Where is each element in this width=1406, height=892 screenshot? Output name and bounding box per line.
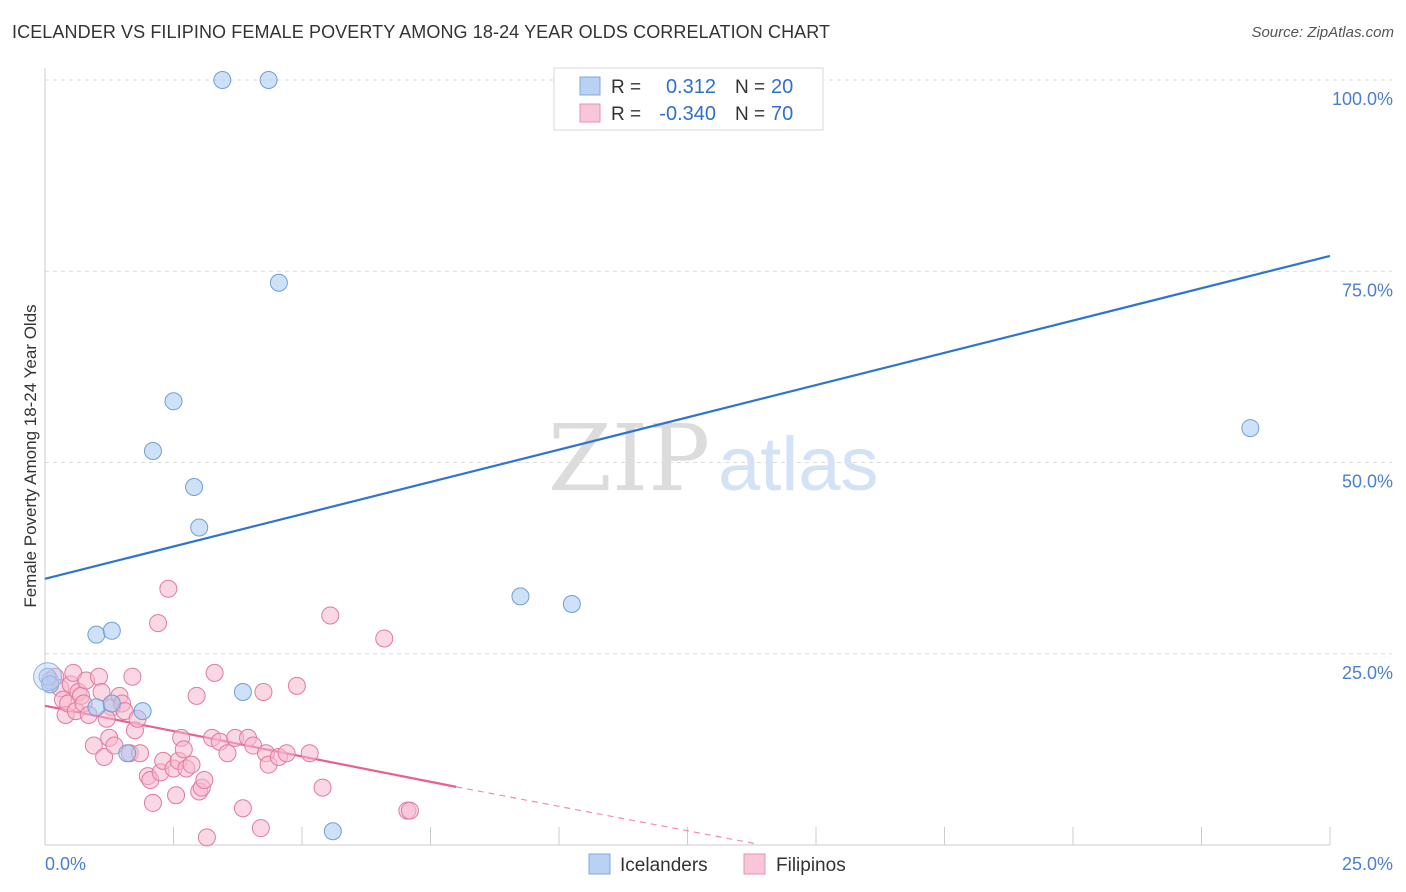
point-filipinos-31 — [143, 793, 162, 812]
point-filipinos-51 — [218, 744, 237, 763]
point-filipinos-32 — [149, 614, 168, 633]
point-filipinos-17 — [95, 748, 114, 767]
y-tick-label-100: 100.0% — [1332, 89, 1393, 109]
point-filipinos-37 — [167, 786, 186, 805]
point-icelanders-2 — [87, 698, 106, 717]
point-icelanders-19 — [1241, 419, 1260, 438]
grid — [45, 79, 1392, 655]
bottom-legend: Icelanders Filipinos — [588, 853, 846, 876]
data-points — [33, 71, 1260, 847]
point-icelanders-7 — [133, 702, 152, 721]
legend-swatch-icelanders — [579, 76, 601, 96]
point-icelanders-5 — [102, 621, 121, 640]
point-icelanders-3 — [102, 694, 121, 713]
watermark-zip: ZIP — [548, 405, 710, 512]
top-legend: R = 0.312 N = 20 R = -0.340 N = 70 — [553, 67, 824, 131]
source-label: Source: ZipAtlas.com — [1251, 24, 1394, 41]
point-filipinos-25 — [123, 667, 142, 686]
legend-n-label-filipinos: N = — [735, 104, 765, 125]
point-icelanders-10 — [185, 477, 204, 496]
point-filipinos-35 — [159, 579, 178, 598]
point-icelanders-18 — [562, 595, 581, 614]
point-icelanders-17 — [511, 587, 530, 606]
point-filipinos-66 — [375, 629, 394, 648]
legend-r-value-icelanders: 0.312 — [666, 76, 716, 98]
point-filipinos-15 — [89, 667, 108, 686]
point-icelanders-13 — [233, 683, 252, 701]
point-filipinos-61 — [277, 744, 296, 763]
bottom-legend-label-icelanders: Icelanders — [620, 855, 708, 876]
x-tick-label-0: 0.0% — [45, 854, 86, 874]
point-filipinos-14 — [84, 736, 103, 755]
legend-n-value-icelanders: 20 — [771, 76, 793, 98]
legend-r-label-icelanders: R = — [611, 77, 641, 98]
trend-lines — [44, 254, 1331, 845]
point-icelanders-9 — [164, 392, 183, 411]
bottom-legend-swatch-filipinos — [743, 853, 766, 875]
point-icelanders-cluster — [33, 662, 63, 692]
legend-r-value-filipinos: -0.340 — [659, 103, 716, 125]
point-filipinos-62 — [287, 676, 306, 695]
point-filipinos-56 — [251, 819, 270, 838]
legend-n-label-icelanders: N = — [735, 77, 765, 98]
legend-n-value-filipinos: 70 — [771, 103, 793, 125]
point-filipinos-68 — [400, 801, 419, 820]
y-tick-label-25: 25.0% — [1342, 663, 1393, 683]
point-filipinos-42 — [182, 755, 201, 774]
bottom-legend-swatch-icelanders — [588, 853, 611, 875]
axes — [44, 68, 1331, 846]
chart-title: ICELANDER VS FILIPINO FEMALE POVERTY AMO… — [12, 22, 831, 42]
point-icelanders-4 — [87, 625, 106, 644]
point-filipinos-57 — [254, 683, 273, 701]
point-filipinos-49 — [205, 663, 224, 682]
point-icelanders-15 — [269, 273, 288, 292]
legend-r-label-filipinos: R = — [611, 104, 641, 125]
point-icelanders-16 — [323, 822, 342, 841]
watermark: ZIP atlas — [548, 405, 879, 512]
point-filipinos-47 — [197, 828, 216, 847]
bottom-legend-label-filipinos: Filipinos — [776, 855, 846, 876]
point-icelanders-14 — [259, 71, 278, 89]
point-filipinos-43 — [187, 686, 206, 705]
point-filipinos-64 — [313, 778, 332, 797]
point-filipinos-53 — [233, 799, 252, 818]
point-icelanders-8 — [143, 442, 162, 461]
point-icelanders-6 — [118, 744, 137, 763]
point-icelanders-12 — [213, 71, 232, 89]
y-tick-label-50: 50.0% — [1342, 472, 1393, 492]
point-filipinos-65 — [321, 606, 340, 625]
legend-swatch-filipinos — [579, 103, 601, 123]
tick-labels: 25.0% 50.0% 75.0% 100.0% 0.0% 25.0% — [45, 89, 1393, 874]
y-tick-label-75: 75.0% — [1342, 280, 1393, 300]
point-filipinos-63 — [300, 744, 319, 763]
trend-line-icelanders — [44, 254, 1331, 580]
point-filipinos-40 — [174, 740, 193, 759]
watermark-atlas: atlas — [718, 422, 879, 507]
x-tick-label-1: 25.0% — [1342, 854, 1393, 874]
point-filipinos-46 — [195, 770, 214, 789]
y-axis-label: Female Poverty Among 18-24 Year Olds — [21, 304, 40, 607]
trend-line-extension-filipinos — [456, 786, 755, 845]
point-icelanders-11 — [190, 518, 209, 537]
